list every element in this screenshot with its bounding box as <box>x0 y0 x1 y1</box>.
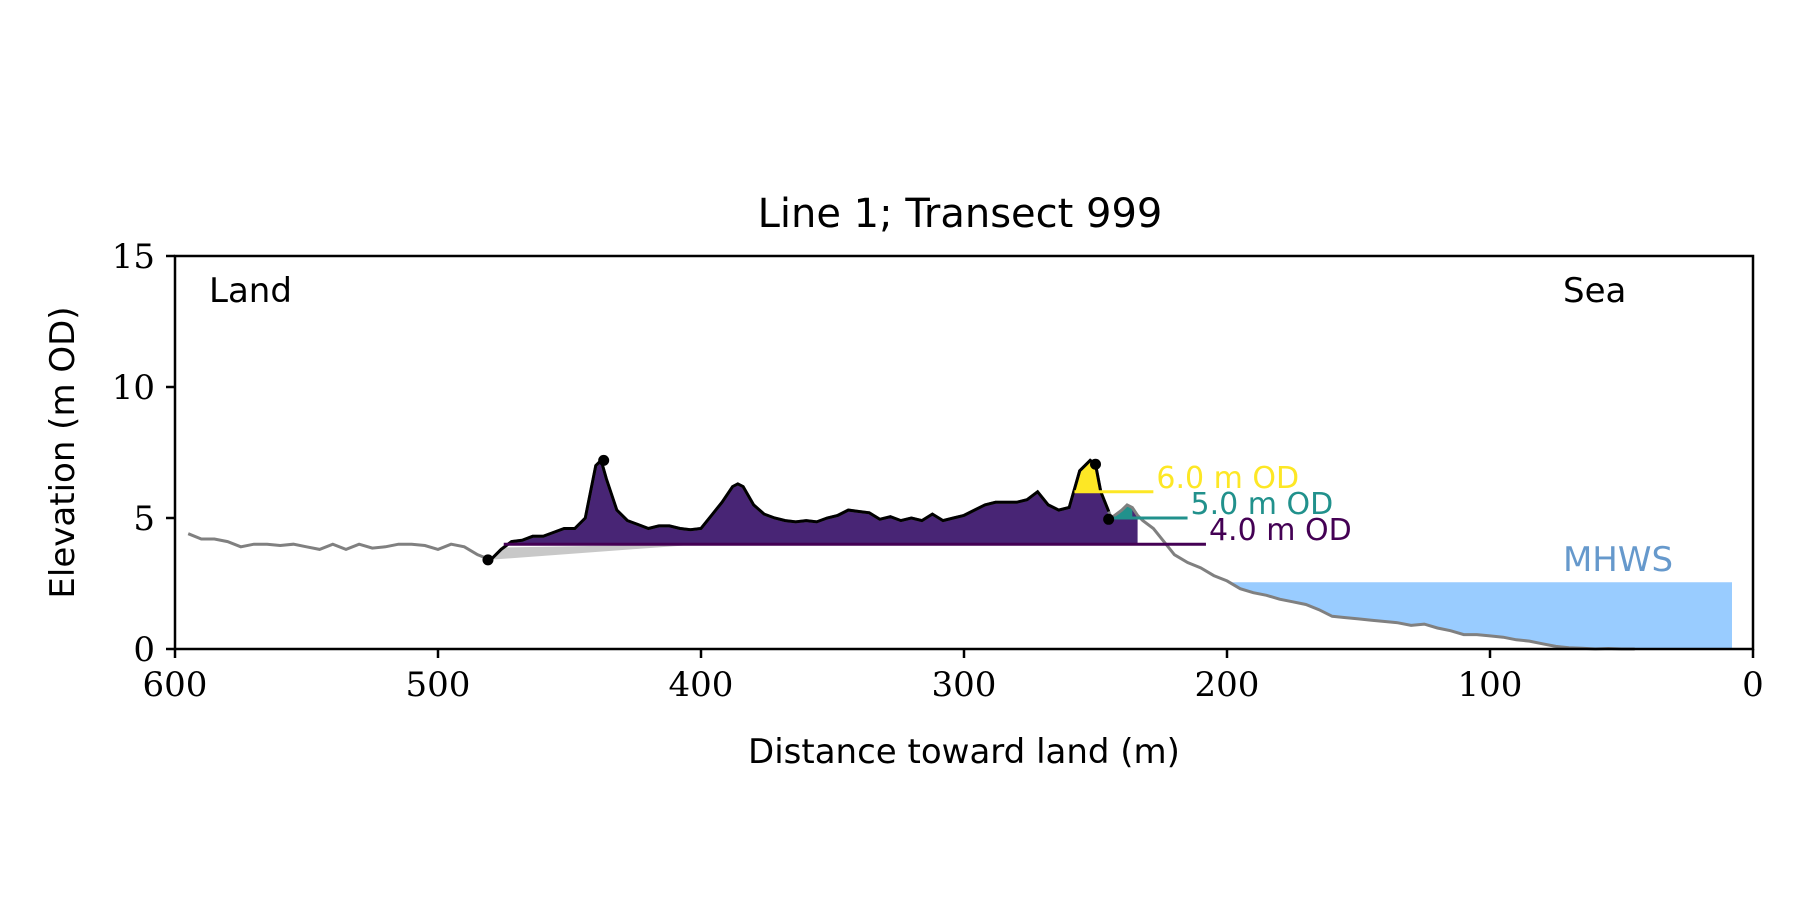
land-annotation: Land <box>209 271 292 311</box>
seaward-crest-marker <box>1090 458 1101 470</box>
x-tick-label: 100 <box>1458 665 1523 705</box>
dune-outline <box>487 457 1111 562</box>
dune-toe-marker <box>482 554 494 566</box>
y-tick-label: 0 <box>133 630 155 670</box>
level-label-6: 6.0 m OD <box>1156 461 1299 496</box>
x-tick-label: 200 <box>1195 665 1260 705</box>
chart-title: Line 1; Transect 999 <box>758 191 1163 237</box>
fill-above-4m <box>503 460 1138 545</box>
dune-crest-marker <box>598 454 610 466</box>
y-tick-label: 5 <box>133 499 155 539</box>
x-tick-label: 400 <box>669 665 734 705</box>
trough-area <box>487 544 701 560</box>
x-tick-label: 300 <box>932 665 997 705</box>
sea-annotation: Sea <box>1563 271 1626 311</box>
x-tick-label: 500 <box>406 665 471 705</box>
x-tick-label: 600 <box>143 665 208 705</box>
y-tick-label: 15 <box>112 237 155 277</box>
seaward-toe-marker <box>1103 513 1115 525</box>
x-tick-label: 0 <box>1742 665 1764 705</box>
level-label-4: 4.0 m OD <box>1209 513 1352 548</box>
level-label-5: 5.0 m OD <box>1191 487 1334 522</box>
axis-ticks: 600 500 400 300 200 100 0 0 5 10 15 <box>112 237 1764 705</box>
mhws-label: MHWS <box>1563 540 1673 580</box>
mhws-area <box>1227 580 1732 649</box>
y-tick-label: 10 <box>112 368 155 408</box>
x-axis-title: Distance toward land (m) <box>748 732 1180 772</box>
y-axis-title: Elevation (m OD) <box>43 306 83 598</box>
plot-area: 4.0 m OD5.0 m OD6.0 m OD MHWS <box>187 454 1732 651</box>
